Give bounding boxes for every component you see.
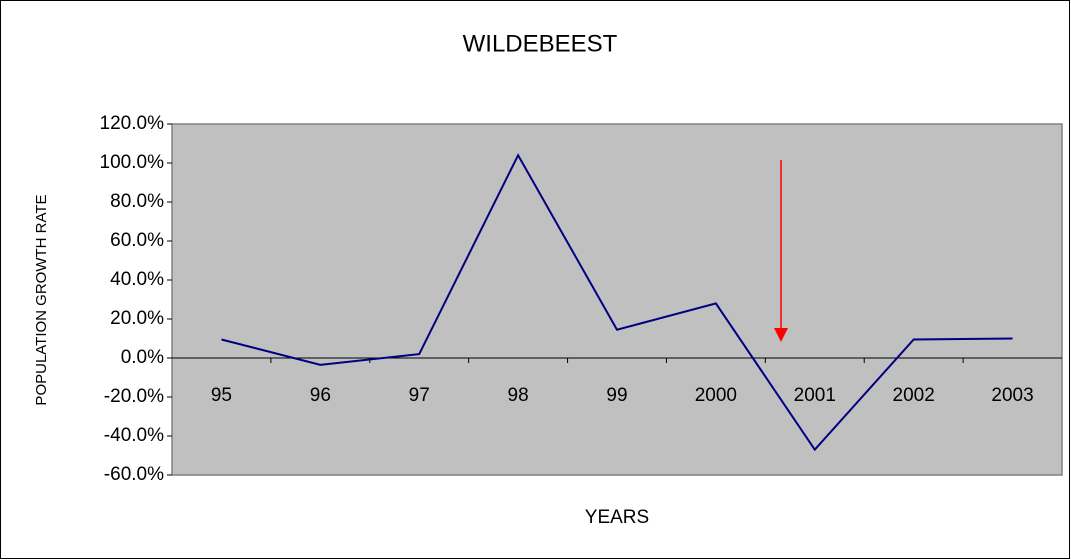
y-tick-label: -20.0% [104,386,164,407]
y-tick-label: 120.0% [100,113,165,134]
y-tick-label: 40.0% [110,269,164,290]
data-line [221,153,1013,452]
x-tick-label: 2001 [794,385,836,406]
x-tick-label: 2002 [893,385,935,406]
x-axis-label: YEARS [585,507,649,528]
x-tick-label: 97 [409,385,430,406]
annotation-arrowhead [774,328,788,342]
y-tick-label: 100.0% [100,152,165,173]
y-tick-label: 0.0% [121,347,164,368]
y-tick-label: 60.0% [110,230,164,251]
y-tick-label: 20.0% [110,308,164,329]
y-tick-label: -40.0% [104,425,164,446]
x-tick-label: 98 [508,385,529,406]
x-tick-label: 2000 [695,385,737,406]
plot-area [171,123,1063,476]
x-tick-label: 2003 [991,385,1033,406]
y-tick-label: 80.0% [110,191,164,212]
x-tick-label: 99 [606,385,627,406]
x-tick-label: 95 [211,385,232,406]
y-tick-label: -60.0% [104,464,164,485]
chart-title: WILDEBEEST [463,30,618,57]
marks: -60.0% -40.0% -20.0% 0.0% 20.0% 40.0% 60.0% 80.… [100,113,1062,485]
x-tick-label: 96 [310,385,331,406]
y-axis-label: POPULATION GROWTH RATE [33,194,50,405]
